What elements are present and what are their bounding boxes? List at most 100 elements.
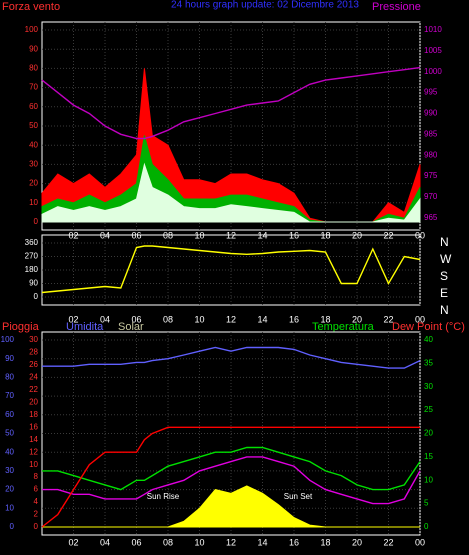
x-tick-label: 06 bbox=[131, 314, 141, 324]
y-tick-label: 70 bbox=[5, 391, 14, 400]
x-tick-label: 08 bbox=[163, 537, 173, 547]
y-tick-label: 10 bbox=[29, 460, 38, 469]
y-tick-label: 10 bbox=[29, 198, 38, 207]
y-tick-label: 2 bbox=[34, 510, 39, 519]
y-axis-label: Forza vento bbox=[2, 1, 60, 13]
y-tick-label: 5 bbox=[424, 499, 429, 508]
y-tick-label: 100 bbox=[1, 335, 15, 344]
x-tick-label: 20 bbox=[352, 537, 362, 547]
y-tick-label: 30 bbox=[29, 335, 38, 344]
legend-label: Umidita bbox=[66, 321, 104, 333]
y-tick-label: 12 bbox=[29, 447, 38, 456]
y-tick-label: 20 bbox=[29, 397, 38, 406]
y-tick-label: 0 bbox=[34, 217, 39, 226]
x-tick-label: 06 bbox=[131, 537, 141, 547]
y-tick-label: 970 bbox=[424, 192, 438, 201]
y-tick-label: 985 bbox=[424, 129, 438, 138]
legend-label: Dew Point (°C) bbox=[392, 321, 465, 333]
y-tick-label: 6 bbox=[34, 485, 39, 494]
x-tick-label: 16 bbox=[289, 537, 299, 547]
y-tick-label: 50 bbox=[29, 121, 38, 130]
legend-label: Temperatura bbox=[312, 321, 375, 333]
y-tick-label: 0 bbox=[34, 292, 39, 301]
x-tick-label: 12 bbox=[226, 537, 236, 547]
y-tick-label: 180 bbox=[25, 265, 39, 274]
x-tick-label: 00 bbox=[415, 537, 425, 547]
annotation: Sun Rise bbox=[147, 492, 180, 501]
x-tick-label: 22 bbox=[383, 537, 393, 547]
y-tick-label: 18 bbox=[29, 410, 38, 419]
x-tick-label: 10 bbox=[194, 314, 204, 324]
x-tick-label: 18 bbox=[320, 537, 330, 547]
y-tick-label: 1010 bbox=[424, 25, 442, 34]
y-tick-label: 10 bbox=[5, 503, 14, 512]
y-tick-label: 100 bbox=[25, 25, 39, 34]
legend-label: Solar bbox=[118, 321, 144, 333]
y-tick-label: 10 bbox=[424, 475, 433, 484]
y-tick-label: 30 bbox=[5, 466, 14, 475]
y-tick-label: 60 bbox=[5, 410, 14, 419]
y-tick-label: 15 bbox=[424, 452, 433, 461]
y-tick-label: 360 bbox=[25, 238, 39, 247]
x-tick-label: 02 bbox=[68, 314, 78, 324]
x-tick-label: 10 bbox=[194, 537, 204, 547]
y-tick-label: 90 bbox=[29, 44, 38, 53]
y-tick-label: 22 bbox=[29, 385, 38, 394]
y-tick-label: 4 bbox=[34, 497, 39, 506]
x-tick-label: 14 bbox=[257, 537, 267, 547]
line bbox=[42, 456, 421, 505]
y-tick-label: 90 bbox=[29, 279, 38, 288]
y-tick-label: 0 bbox=[34, 522, 39, 531]
direction-label: W bbox=[440, 252, 452, 266]
line bbox=[41, 245, 421, 294]
y-tick-label: 965 bbox=[424, 213, 438, 222]
y-tick-label: 995 bbox=[424, 88, 438, 97]
y-tick-label: 40 bbox=[424, 335, 433, 344]
y-tick-label: 24 bbox=[29, 373, 38, 382]
x-tick-label: 18 bbox=[320, 314, 330, 324]
y-tick-label: 1005 bbox=[424, 46, 442, 55]
y-tick-label: 80 bbox=[5, 373, 14, 382]
legend-label: Pressione bbox=[372, 1, 421, 13]
y-tick-label: 270 bbox=[25, 252, 39, 261]
direction-label: N bbox=[440, 303, 449, 317]
x-tick-label: 14 bbox=[257, 314, 267, 324]
line bbox=[41, 66, 421, 140]
y-tick-label: 35 bbox=[424, 358, 433, 367]
line bbox=[41, 426, 420, 528]
x-tick-label: 16 bbox=[289, 314, 299, 324]
chart-title: 24 hours graph update: 02 Dicembre 2013 bbox=[171, 0, 359, 11]
y-tick-label: 26 bbox=[29, 360, 38, 369]
area bbox=[41, 162, 421, 223]
y-tick-label: 8 bbox=[34, 472, 39, 481]
y-tick-label: 20 bbox=[424, 429, 433, 438]
direction-label: E bbox=[440, 286, 448, 300]
y-tick-label: 0 bbox=[10, 522, 15, 531]
y-tick-label: 30 bbox=[29, 160, 38, 169]
y-tick-label: 60 bbox=[29, 102, 38, 111]
direction-label: N bbox=[440, 235, 449, 249]
line bbox=[42, 446, 421, 491]
area bbox=[42, 485, 420, 528]
y-tick-label: 80 bbox=[29, 64, 38, 73]
y-tick-label: 1000 bbox=[424, 67, 442, 76]
y-tick-label: 50 bbox=[5, 429, 14, 438]
x-tick-label: 04 bbox=[100, 537, 110, 547]
y-tick-label: 0 bbox=[424, 522, 429, 531]
y-tick-label: 90 bbox=[5, 354, 14, 363]
x-tick-label: 02 bbox=[68, 537, 78, 547]
line bbox=[42, 346, 421, 369]
x-tick-label: 22 bbox=[383, 314, 393, 324]
x-tick-label: 04 bbox=[100, 314, 110, 324]
x-tick-label: 08 bbox=[163, 314, 173, 324]
y-tick-label: 990 bbox=[424, 109, 438, 118]
direction-label: S bbox=[440, 269, 448, 283]
y-tick-label: 40 bbox=[5, 447, 14, 456]
y-tick-label: 20 bbox=[29, 179, 38, 188]
y-tick-label: 975 bbox=[424, 171, 438, 180]
y-tick-label: 20 bbox=[5, 485, 14, 494]
legend-label: Pioggia bbox=[2, 321, 40, 333]
x-tick-label: 12 bbox=[226, 314, 236, 324]
